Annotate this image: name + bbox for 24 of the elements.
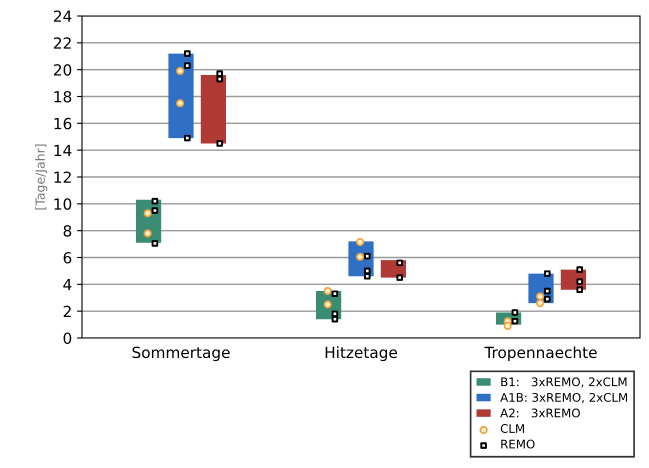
legend-label: A1B: 3xREMO, 2xCLM	[500, 392, 628, 404]
y-axis-title: [Tage/Jahr]	[35, 144, 48, 210]
x-tick-label: Sommertage	[132, 346, 230, 362]
y-tick-label: 8	[64, 225, 72, 237]
y-tick-label: 20	[54, 64, 72, 76]
legend-label: CLM	[500, 424, 524, 433]
y-tick-label: 12	[54, 171, 71, 183]
bar	[168, 54, 194, 138]
y-tick-label: 0	[64, 332, 72, 344]
y-tick-label: 14	[54, 144, 72, 156]
legend-label: A2: 3xREMO	[500, 408, 580, 418]
y-tick-label: 16	[54, 118, 72, 130]
y-tick-label: 18	[54, 90, 72, 103]
x-tick-label: Hitzetage	[326, 346, 397, 362]
y-tick-label: 24	[54, 10, 72, 22]
legend-label: REMO	[501, 440, 535, 449]
y-tick-label: 22	[54, 37, 71, 49]
y-tick-label: 2	[64, 306, 71, 317]
bar	[200, 75, 226, 144]
y-tick-label: 4	[63, 279, 72, 290]
y-tick-label: 10	[54, 198, 72, 210]
y-tick-label: 6	[64, 252, 72, 264]
legend-label: B1: 3xREMO, 2xCLM	[501, 377, 626, 388]
x-tick-label: Tropennaechte	[484, 346, 597, 362]
